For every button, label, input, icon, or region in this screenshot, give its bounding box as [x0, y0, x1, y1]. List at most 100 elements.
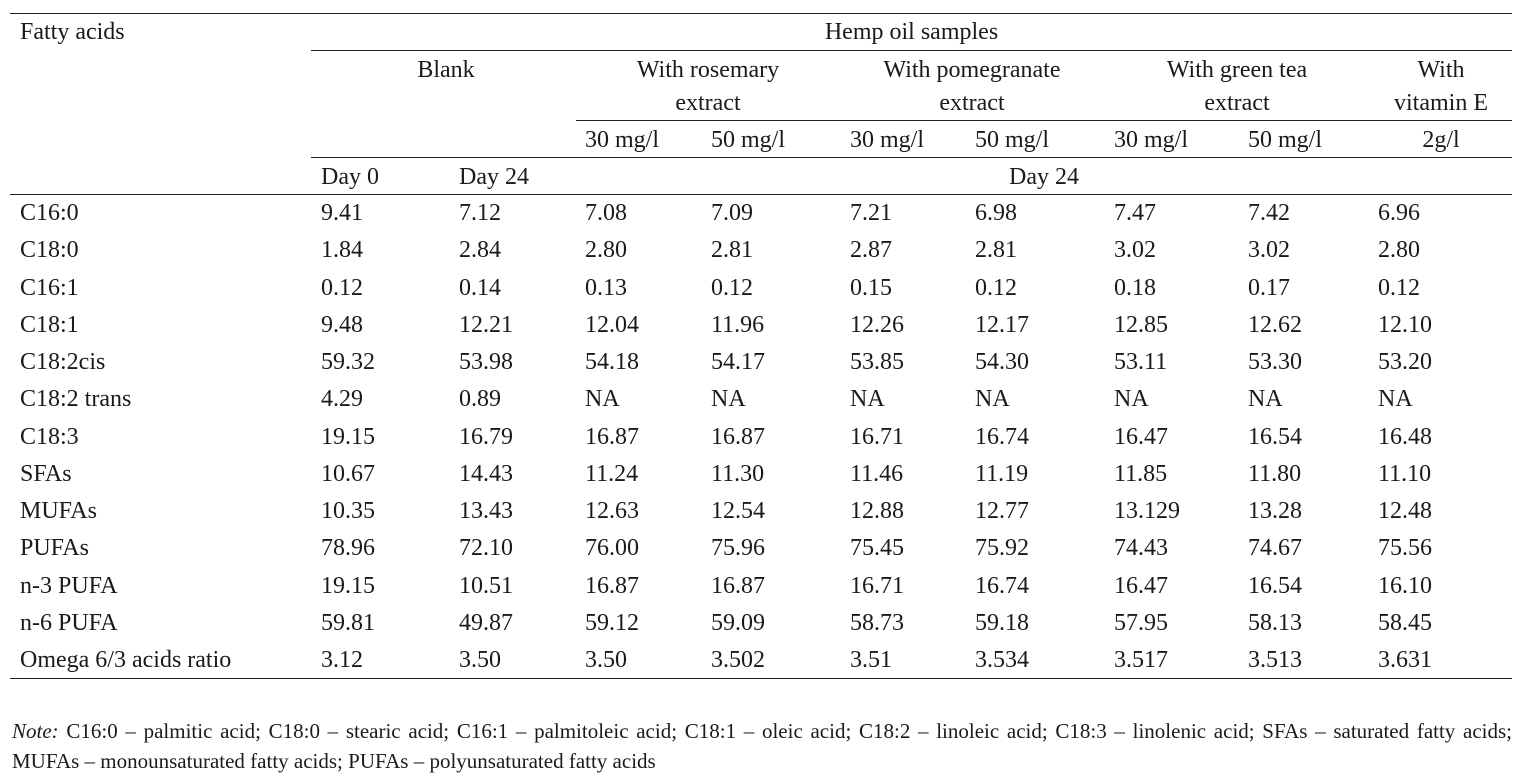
table-cell: NA — [850, 386, 885, 413]
table-cell: 0.12 — [1378, 274, 1420, 301]
table-cell: 78.96 — [321, 535, 375, 562]
note-text: C16:0 – palmitic acid; C18:0 – stearic a… — [12, 719, 1512, 773]
concentration-header-rule — [311, 157, 1512, 158]
sample-header-green-tea: With green tea — [1166, 57, 1308, 83]
table-cell: 57.95 — [1114, 609, 1168, 636]
sample-header-pomegranate: With pomegranate — [883, 57, 1061, 83]
row-label: Omega 6/3 acids ratio — [20, 647, 232, 673]
table-cell: 12.17 — [975, 311, 1029, 338]
row-label: SFAs — [20, 460, 72, 487]
table-cell: 0.12 — [975, 274, 1017, 301]
table-cell: 75.96 — [711, 535, 765, 562]
concentration-header: 30 mg/l — [585, 127, 660, 153]
table-cell: 7.12 — [459, 200, 501, 226]
table-cell: 1.84 — [321, 237, 363, 264]
table-cell: 0.17 — [1248, 274, 1290, 301]
row-label: C18:3 — [20, 423, 79, 450]
table-cell: 16.48 — [1378, 423, 1432, 450]
table-cell: 2.81 — [975, 237, 1017, 264]
table-cell: 16.10 — [1378, 572, 1432, 599]
table-cell: 11.10 — [1378, 460, 1432, 487]
table-cell: 53.11 — [1114, 349, 1168, 375]
table-cell: 76.00 — [585, 535, 639, 562]
table-cell: 49.87 — [459, 609, 513, 636]
table-cell: 12.62 — [1248, 311, 1302, 338]
concentration-header: 50 mg/l — [975, 127, 1050, 153]
header-bottom-rule — [10, 194, 1512, 195]
sample-header-green-tea-line2: extract — [1204, 90, 1270, 116]
table-cell: NA — [1248, 386, 1283, 413]
row-label: n-3 PUFA — [20, 572, 118, 599]
table-cell: 12.88 — [850, 498, 904, 524]
table-cell: 7.21 — [850, 200, 892, 226]
table-cell: 16.47 — [1114, 572, 1168, 599]
table-cell: 11.46 — [850, 460, 904, 487]
table-cell: 19.15 — [321, 423, 375, 450]
row-label: C16:0 — [20, 200, 79, 226]
row-label: PUFAs — [20, 535, 89, 562]
extract-header-rule — [576, 120, 1512, 121]
table-cell: 75.92 — [975, 535, 1029, 562]
table-cell: 0.15 — [850, 274, 892, 301]
table-cell: 16.71 — [850, 572, 904, 599]
table-cell: 10.67 — [321, 460, 375, 487]
table-cell: 16.74 — [975, 572, 1029, 599]
row-label: C18:1 — [20, 311, 79, 338]
day-header-blank-day24: Day 24 — [459, 164, 529, 190]
table-cell: 12.10 — [1378, 311, 1432, 338]
concentration-header: 50 mg/l — [711, 127, 786, 153]
table-cell: 74.67 — [1248, 535, 1302, 562]
table-cell: 9.41 — [321, 200, 363, 226]
table-cell: 53.98 — [459, 349, 513, 375]
table-cell: 12.21 — [459, 311, 513, 338]
table-cell: 12.26 — [850, 311, 904, 338]
sample-header-rosemary-line2: extract — [675, 90, 741, 116]
table-cell: 10.51 — [459, 572, 513, 599]
table-cell: 0.13 — [585, 274, 627, 301]
table-cell: 16.87 — [585, 423, 639, 450]
table-cell: 3.50 — [459, 647, 501, 673]
table-cell: 2.80 — [1378, 237, 1420, 264]
table-top-rule — [10, 13, 1512, 14]
table-cell: 13.129 — [1114, 498, 1180, 524]
stub-header: Fatty acids — [20, 19, 125, 45]
table-cell: 7.09 — [711, 200, 753, 226]
table-cell: 16.47 — [1114, 423, 1168, 450]
table-cell: 7.47 — [1114, 200, 1156, 226]
concentration-header: 30 mg/l — [850, 127, 925, 153]
table-cell: 0.12 — [321, 274, 363, 301]
row-label: C18:2 trans — [20, 386, 132, 413]
table-cell: 53.85 — [850, 349, 904, 375]
table-cell: 58.45 — [1378, 609, 1432, 636]
table-cell: 3.12 — [321, 647, 363, 673]
sample-header-blank: Blank — [417, 57, 475, 83]
table-cell: 16.87 — [585, 572, 639, 599]
table-cell: 12.48 — [1378, 498, 1432, 524]
group-header-rule — [311, 50, 1512, 51]
row-label: MUFAs — [20, 498, 97, 524]
table-cell: 0.12 — [711, 274, 753, 301]
table-cell: NA — [975, 386, 1010, 413]
table-cell: 2.81 — [711, 237, 753, 264]
table-cell: 16.79 — [459, 423, 513, 450]
table-cell: 13.28 — [1248, 498, 1302, 524]
row-label: C18:0 — [20, 237, 79, 264]
table-cell: 58.13 — [1248, 609, 1302, 636]
table-cell: 11.96 — [711, 311, 765, 338]
table-cell: 11.85 — [1114, 460, 1168, 487]
table-cell: 75.45 — [850, 535, 904, 562]
table-cell: 12.63 — [585, 498, 639, 524]
table-cell: 16.54 — [1248, 572, 1302, 599]
table-cell: 3.50 — [585, 647, 627, 673]
sample-header-vitamin-e: With — [1417, 57, 1465, 83]
sample-header-vitamin-e-line2: vitamin E — [1394, 90, 1488, 116]
table-cell: 53.20 — [1378, 349, 1432, 375]
table-cell: 54.30 — [975, 349, 1029, 375]
table-cell: 3.534 — [975, 647, 1029, 673]
row-label: n-6 PUFA — [20, 609, 118, 636]
table-cell: 19.15 — [321, 572, 375, 599]
group-header: Hemp oil samples — [824, 19, 999, 45]
table-cell: 12.77 — [975, 498, 1029, 524]
concentration-header: 2g/l — [1422, 127, 1460, 153]
table-cell: 6.98 — [975, 200, 1017, 226]
